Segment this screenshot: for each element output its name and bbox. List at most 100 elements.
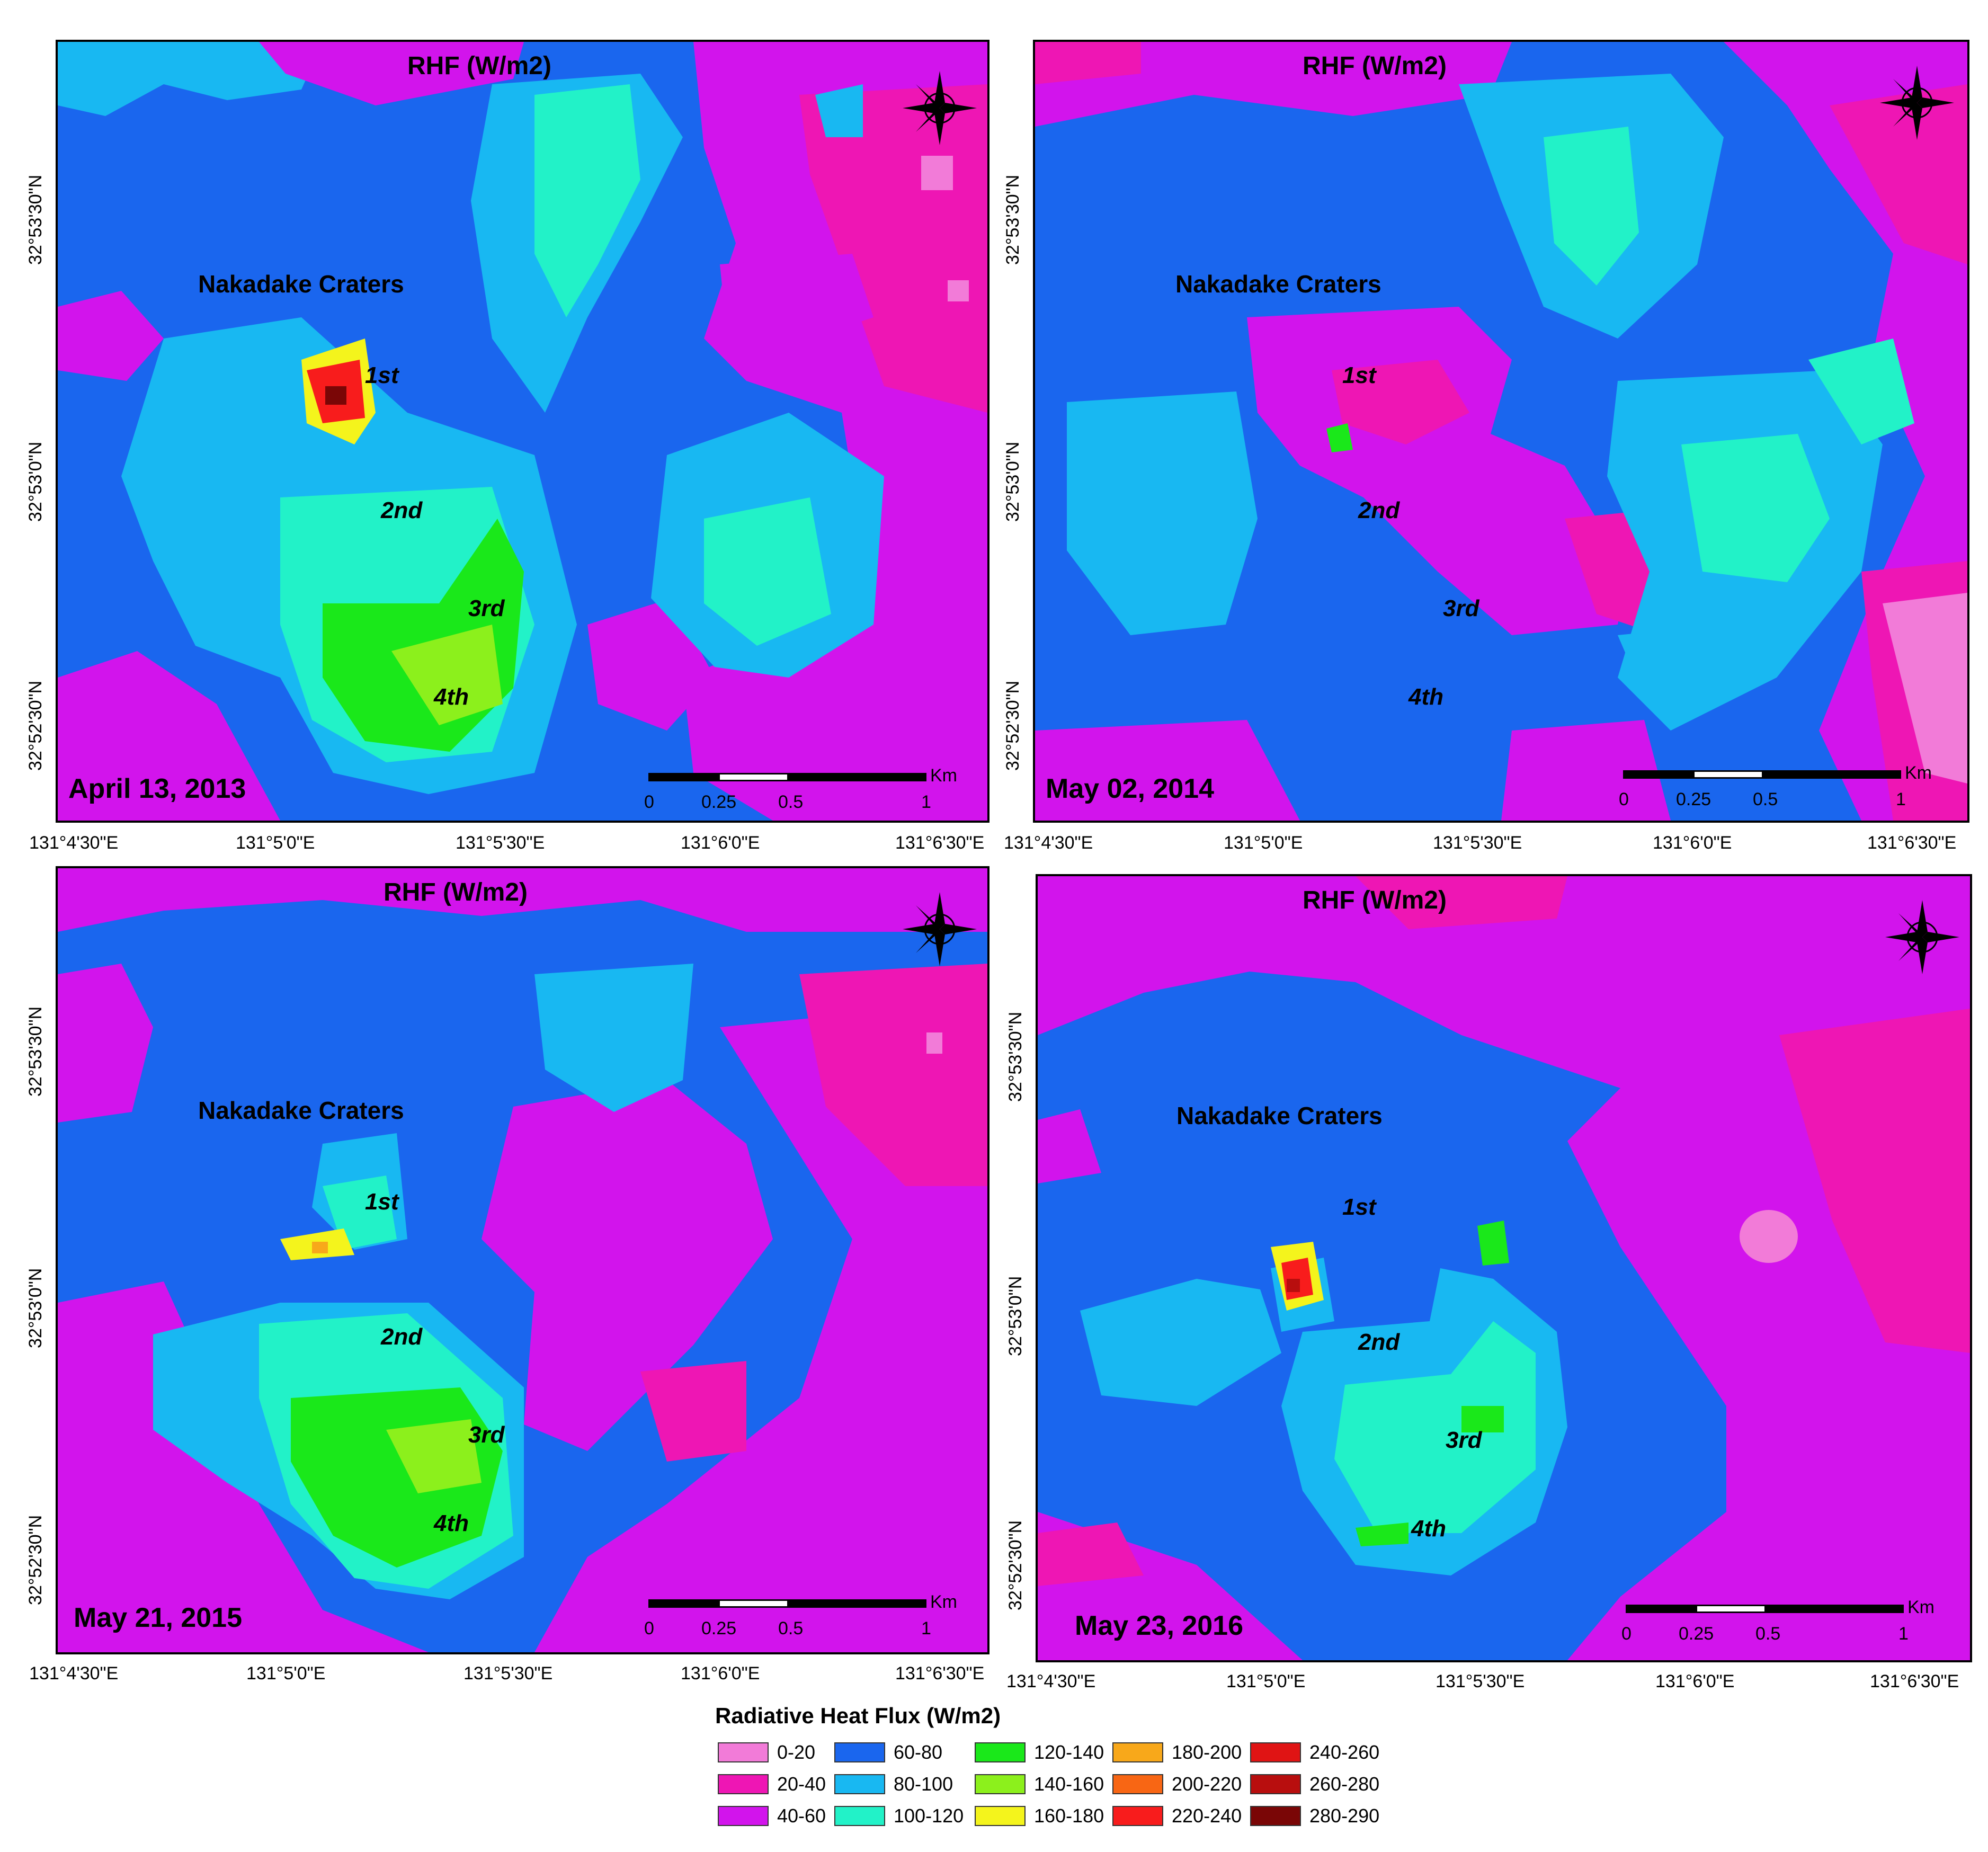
lon-label: 131°4'30"E: [29, 1663, 119, 1684]
rhf-map-2015: RHF (W/m2) Nakadake Craters 1st 2nd 3rd …: [56, 866, 989, 1654]
legend-item: 240-260: [1250, 1740, 1379, 1765]
legend-label: 280-290: [1309, 1805, 1380, 1827]
lon-label: 131°4'30"E: [29, 833, 119, 853]
legend-swatch: [1250, 1742, 1301, 1762]
legend-item: 160-180: [975, 1804, 1104, 1828]
legend-label: 140-160: [1034, 1773, 1104, 1795]
lat-label: 32°53'0"N: [25, 441, 46, 522]
legend-swatch: [834, 1806, 885, 1826]
legend-item: 100-120: [834, 1804, 964, 1828]
lon-label: 131°6'30"E: [895, 833, 985, 853]
crater-label-3rd: 3rd: [1443, 595, 1479, 621]
lat-label: 32°53'0"N: [25, 1268, 46, 1348]
legend-swatch: [975, 1806, 1026, 1826]
scale-unit: Km: [930, 1592, 957, 1612]
legend-swatch: [834, 1742, 885, 1762]
rhf-raster-2016: [1038, 876, 1970, 1660]
scale-tick-0: 0: [644, 1618, 654, 1639]
lat-label: 32°53'30"N: [1005, 1011, 1026, 1102]
lon-label: 131°4'30"E: [1006, 1671, 1096, 1691]
lon-label: 131°5'30"E: [1433, 833, 1522, 853]
scale-tick-025: 0.25: [1679, 1624, 1714, 1644]
legend-item: 200-220: [1112, 1772, 1242, 1796]
crater-label-3rd: 3rd: [468, 595, 505, 621]
rhf-raster-2014: [1035, 42, 1967, 821]
crater-label-4th: 4th: [434, 684, 469, 710]
legend-swatch: [1250, 1774, 1301, 1794]
scale-tick-0: 0: [644, 792, 654, 812]
craters-title: Nakadake Craters: [198, 270, 404, 298]
scale-unit: Km: [930, 765, 957, 786]
scale-tick-025: 0.25: [1676, 789, 1711, 809]
legend-swatch: [1250, 1806, 1301, 1826]
lon-label: 131°4'30"E: [1004, 833, 1093, 853]
legend-label: 120-140: [1034, 1741, 1104, 1763]
legend-item: 140-160: [975, 1772, 1104, 1796]
scale-tick-1: 1: [1898, 1624, 1909, 1644]
lat-label: 32°53'30"N: [25, 1006, 46, 1097]
legend-swatch: [718, 1806, 769, 1826]
craters-title: Nakadake Craters: [1175, 270, 1381, 298]
craters-title: Nakadake Craters: [198, 1097, 404, 1124]
lat-label: 32°52'30"N: [1005, 1520, 1026, 1610]
scale-tick-0: 0: [1621, 1624, 1632, 1644]
legend-label: 200-220: [1172, 1773, 1242, 1795]
lon-label: 131°6'30"E: [1867, 833, 1957, 853]
legend-swatch: [1112, 1806, 1163, 1826]
legend-item: 0-20: [718, 1740, 815, 1765]
legend-item: 80-100: [834, 1772, 953, 1796]
legend-item: 60-80: [834, 1740, 942, 1765]
legend-title: Radiative Heat Flux (W/m2): [715, 1703, 1001, 1728]
north-arrow-icon: [900, 889, 979, 969]
date-label: April 13, 2013: [68, 773, 246, 804]
legend-label: 100-120: [894, 1805, 964, 1827]
scale-tick-05: 0.5: [1755, 1624, 1781, 1644]
scale-unit: Km: [1907, 1597, 1934, 1617]
north-arrow-icon: [900, 68, 979, 148]
rhf-map-2016: RHF (W/m2) Nakadake Craters 1st 2nd 3rd …: [1036, 874, 1972, 1662]
craters-title: Nakadake Craters: [1176, 1102, 1383, 1129]
legend-item: 260-280: [1250, 1772, 1379, 1796]
lon-label: 131°5'30"E: [463, 1663, 553, 1684]
rhf-title: RHF (W/m2): [1303, 886, 1447, 914]
legend-item: 280-290: [1250, 1804, 1379, 1828]
legend-label: 160-180: [1034, 1805, 1104, 1827]
crater-label-1st: 1st: [365, 362, 399, 388]
legend-item: 180-200: [1112, 1740, 1242, 1765]
scale-tick-05: 0.5: [778, 1618, 804, 1639]
date-label: May 23, 2016: [1075, 1610, 1244, 1641]
date-label: May 02, 2014: [1046, 773, 1215, 804]
legend-label: 60-80: [894, 1741, 943, 1763]
scale-tick-1: 1: [921, 1618, 931, 1639]
legend-label: 240-260: [1309, 1741, 1380, 1763]
rhf-title: RHF (W/m2): [384, 878, 528, 906]
crater-label-1st: 1st: [1342, 1194, 1376, 1220]
legend-swatch: [718, 1742, 769, 1762]
rhf-map-2013: RHF (W/m2) Nakadake Craters 1st 2nd 3rd …: [56, 40, 989, 823]
crater-label-4th: 4th: [1411, 1516, 1446, 1542]
scale-bar: 0 0.25 0.5 1 Km: [644, 1592, 957, 1642]
legend-swatch: [1112, 1774, 1163, 1794]
legend-label: 0-20: [777, 1741, 816, 1763]
lon-label: 131°5'0"E: [1224, 833, 1303, 853]
legend-swatch: [718, 1774, 769, 1794]
crater-label-3rd: 3rd: [1446, 1427, 1482, 1453]
lon-label: 131°6'0"E: [681, 833, 760, 853]
legend-label: 220-240: [1172, 1805, 1242, 1827]
scale-tick-025: 0.25: [701, 792, 737, 812]
legend-item: 220-240: [1112, 1804, 1242, 1828]
legend-swatch: [1112, 1742, 1163, 1762]
scale-tick-05: 0.5: [1753, 789, 1778, 809]
lat-label: 32°52'30"N: [1003, 680, 1023, 771]
lat-label: 32°53'30"N: [1003, 174, 1023, 265]
lon-label: 131°6'0"E: [681, 1663, 760, 1684]
date-label: May 21, 2015: [74, 1602, 243, 1633]
scale-tick-1: 1: [921, 792, 931, 812]
lon-label: 131°5'0"E: [246, 1663, 326, 1684]
legend-label: 180-200: [1172, 1741, 1242, 1763]
crater-label-3rd: 3rd: [468, 1422, 505, 1448]
lon-label: 131°6'0"E: [1653, 833, 1732, 853]
crater-label-2nd: 2nd: [1358, 497, 1400, 523]
lat-label: 32°53'30"N: [25, 174, 46, 265]
north-arrow-icon: [1883, 897, 1962, 977]
